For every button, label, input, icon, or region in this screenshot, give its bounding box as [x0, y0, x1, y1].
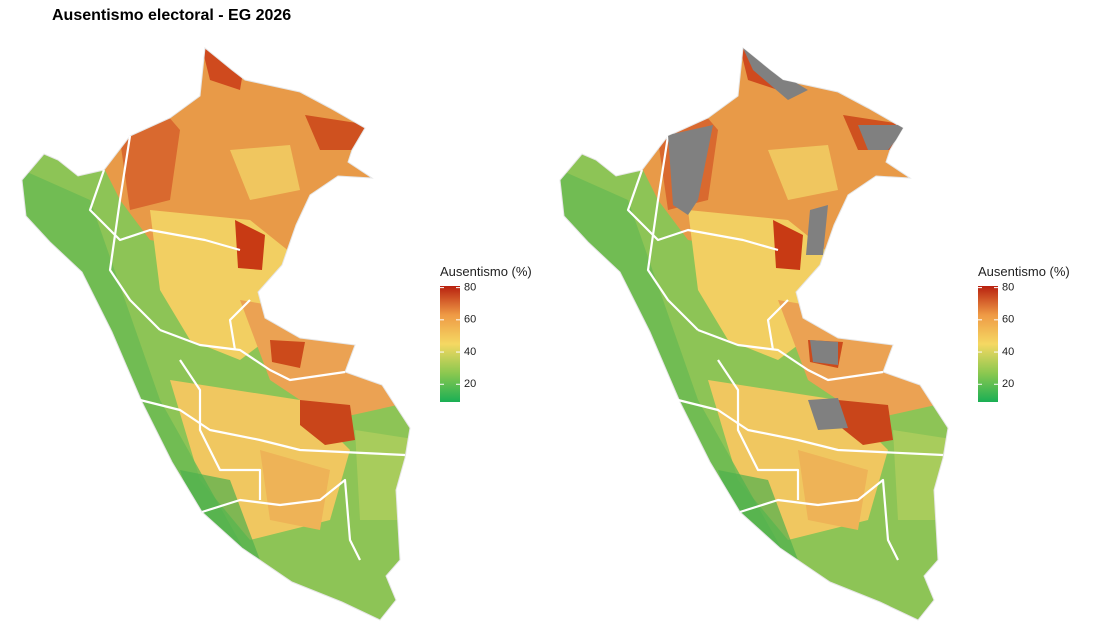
- tick-label: 20: [1002, 378, 1014, 390]
- panel: Ausentismo (%) 20 40 60 80: [538, 40, 1070, 636]
- panel: Ausentismo electoral - EG 2026 Ausentism…: [0, 7, 532, 636]
- tick-label: 40: [464, 346, 476, 358]
- tick-label: 80: [1002, 282, 1014, 294]
- tick-label: 20: [464, 378, 476, 390]
- tick-label: 80: [464, 282, 476, 294]
- legend-title: Ausentismo (%): [440, 264, 532, 279]
- tick-label: 60: [1002, 314, 1014, 326]
- color-bar: [978, 286, 998, 402]
- map: [0, 40, 420, 636]
- panel-title: Ausentismo electoral - EG 2026: [52, 7, 291, 24]
- color-bar: [440, 286, 460, 402]
- tick-label: 60: [464, 314, 476, 326]
- legend-title: Ausentismo (%): [978, 264, 1070, 279]
- tick-label: 40: [1002, 346, 1014, 358]
